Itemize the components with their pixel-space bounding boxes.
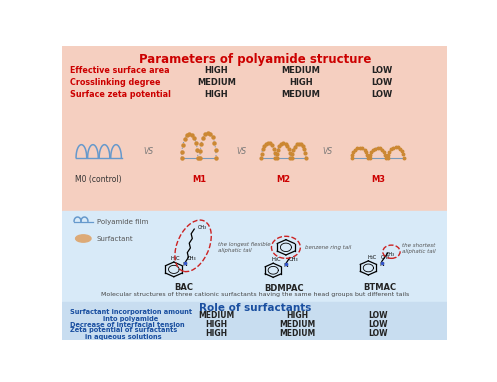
Text: Effective surface area: Effective surface area: [70, 66, 169, 75]
Text: MEDIUM: MEDIUM: [197, 78, 236, 87]
Text: N: N: [182, 262, 187, 267]
Text: MEDIUM: MEDIUM: [281, 90, 321, 99]
Bar: [62, 210, 447, 302]
Ellipse shape: [76, 235, 91, 242]
Text: N: N: [283, 263, 288, 268]
Text: Decrease of interfacial tension: Decrease of interfacial tension: [70, 322, 184, 328]
Text: BTMAC: BTMAC: [363, 283, 397, 291]
Text: HIGH: HIGH: [289, 78, 313, 87]
Text: MEDIUM: MEDIUM: [279, 329, 315, 338]
Text: BAC: BAC: [174, 283, 193, 291]
Text: MEDIUM: MEDIUM: [279, 320, 315, 329]
Text: VS: VS: [236, 147, 247, 156]
Text: N: N: [379, 262, 384, 267]
Text: MEDIUM: MEDIUM: [281, 66, 321, 75]
Text: CH₃: CH₃: [381, 255, 390, 260]
Text: M3: M3: [371, 175, 385, 184]
Text: LOW: LOW: [368, 320, 388, 329]
Text: Surfactant: Surfactant: [97, 235, 133, 241]
Text: the shortest
aliphatic tail: the shortest aliphatic tail: [402, 243, 436, 254]
Text: Polyamide film: Polyamide film: [97, 219, 148, 225]
Text: CH₃: CH₃: [386, 252, 395, 257]
Text: CH₃: CH₃: [289, 257, 298, 262]
Text: Crosslinking degree: Crosslinking degree: [70, 78, 161, 87]
Text: HIGH: HIGH: [205, 320, 227, 329]
Text: CH₃: CH₃: [198, 225, 207, 230]
Text: HIGH: HIGH: [204, 66, 228, 75]
Text: LOW: LOW: [368, 311, 388, 320]
Text: HIGH: HIGH: [286, 311, 308, 320]
Text: HIGH: HIGH: [205, 329, 227, 338]
Text: LOW: LOW: [371, 90, 393, 99]
Text: H₃C: H₃C: [271, 257, 281, 262]
Text: Zeta potential of surfactants
in aqueous solutions: Zeta potential of surfactants in aqueous…: [70, 327, 177, 340]
Text: H₃C: H₃C: [170, 256, 180, 261]
Text: BDMPAC: BDMPAC: [264, 284, 304, 293]
Text: M0 (control): M0 (control): [76, 175, 122, 184]
Text: H₃C: H₃C: [368, 255, 377, 260]
Text: VS: VS: [323, 147, 333, 156]
Text: Parameters of polyamide structure: Parameters of polyamide structure: [139, 53, 371, 66]
Text: LOW: LOW: [371, 66, 393, 75]
Text: LOW: LOW: [371, 78, 393, 87]
Text: VS: VS: [144, 147, 154, 156]
Text: HIGH: HIGH: [204, 90, 228, 99]
Bar: [62, 46, 447, 210]
Text: benzene ring tail: benzene ring tail: [305, 245, 351, 250]
Text: Surface zeta potential: Surface zeta potential: [70, 90, 170, 99]
Text: Molecular structures of three cationic surfactants having the same head groups b: Molecular structures of three cationic s…: [100, 292, 409, 297]
Text: CH₃: CH₃: [187, 256, 197, 261]
Text: LOW: LOW: [368, 329, 388, 338]
Bar: [62, 302, 447, 340]
Text: M2: M2: [276, 175, 291, 184]
Text: MEDIUM: MEDIUM: [198, 311, 234, 320]
Text: the longest flexible
aliphatic tail: the longest flexible aliphatic tail: [218, 242, 271, 253]
Text: Surfactant incorporation amount
into polyamide: Surfactant incorporation amount into pol…: [70, 309, 192, 322]
Text: M1: M1: [192, 175, 206, 184]
Text: Role of surfactants: Role of surfactants: [198, 303, 311, 313]
